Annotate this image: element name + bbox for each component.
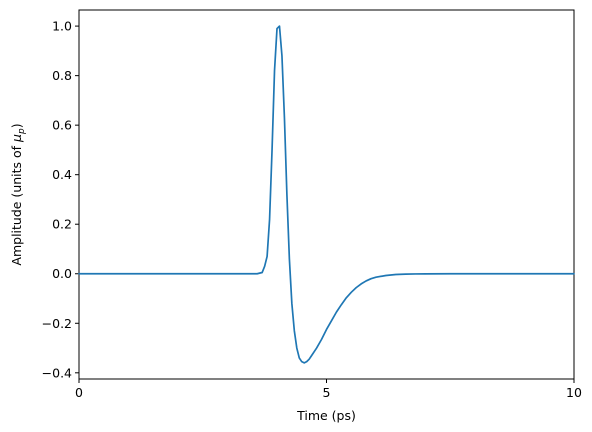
y-tick-label: −0.4: [42, 365, 72, 380]
y-tick-label: 0.4: [52, 167, 72, 182]
y-axis-label-suffix: ): [9, 123, 24, 128]
y-axis-label-symbol: μ: [9, 134, 24, 143]
y-axis-label-prefix: Amplitude (units of: [9, 142, 24, 266]
y-tick-label: 0.0: [52, 266, 72, 281]
y-axis-label-subscript: p: [17, 128, 27, 135]
plot-area: 0 5 10 −0.4 −0.2 0.0 0.2 0.4 0.6 0.8 1.0: [42, 9, 582, 400]
x-axis-label: Time (ps): [296, 408, 356, 423]
y-axis-ticks: −0.4 −0.2 0.0 0.2 0.4 0.6 0.8 1.0: [42, 19, 79, 380]
x-tick-label: 0: [75, 385, 83, 400]
x-axis-ticks: 0 5 10: [75, 379, 582, 400]
y-axis-label: Amplitude (units of μp): [9, 123, 27, 265]
y-tick-label: 0.2: [52, 217, 72, 232]
plot-frame: [78, 9, 575, 380]
series-line: [78, 25, 575, 364]
y-tick-label: −0.2: [42, 316, 72, 331]
y-tick-label: 1.0: [52, 19, 72, 34]
x-tick-label: 5: [323, 385, 331, 400]
y-tick-label: 0.8: [52, 68, 72, 83]
x-tick-label: 10: [566, 385, 582, 400]
y-tick-label: 0.6: [52, 118, 72, 133]
